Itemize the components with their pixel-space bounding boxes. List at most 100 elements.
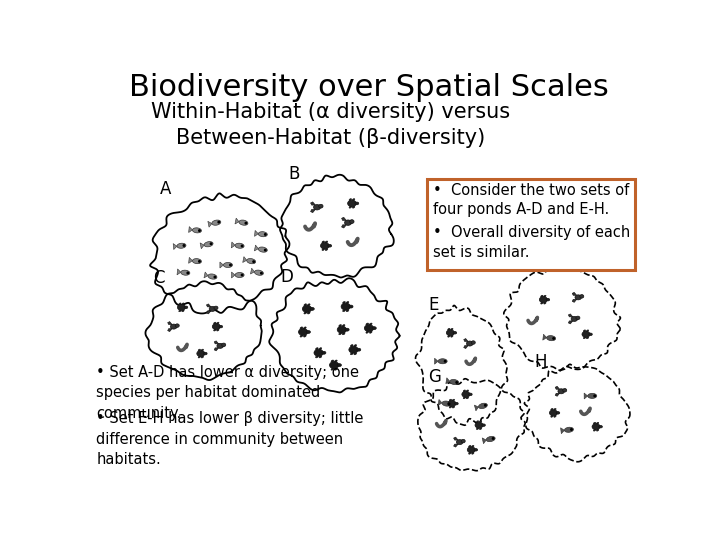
Ellipse shape xyxy=(469,446,471,447)
Ellipse shape xyxy=(453,332,456,334)
Polygon shape xyxy=(584,393,588,399)
Polygon shape xyxy=(204,272,208,278)
Ellipse shape xyxy=(319,348,322,350)
Ellipse shape xyxy=(554,415,556,417)
Polygon shape xyxy=(454,444,458,447)
Ellipse shape xyxy=(564,427,573,433)
Ellipse shape xyxy=(442,401,451,406)
Ellipse shape xyxy=(331,368,333,370)
Polygon shape xyxy=(214,348,219,351)
Ellipse shape xyxy=(539,296,547,302)
Ellipse shape xyxy=(304,327,306,329)
Ellipse shape xyxy=(192,259,202,264)
Circle shape xyxy=(264,249,266,251)
Ellipse shape xyxy=(558,389,564,394)
Ellipse shape xyxy=(589,333,593,335)
Ellipse shape xyxy=(307,304,310,306)
Ellipse shape xyxy=(177,305,186,310)
Ellipse shape xyxy=(217,322,219,324)
Ellipse shape xyxy=(351,345,353,347)
Ellipse shape xyxy=(182,303,184,305)
Polygon shape xyxy=(207,311,211,314)
Ellipse shape xyxy=(563,388,567,392)
Ellipse shape xyxy=(177,243,186,248)
Circle shape xyxy=(253,261,254,262)
Ellipse shape xyxy=(467,397,469,399)
Ellipse shape xyxy=(239,220,248,225)
Polygon shape xyxy=(555,393,559,396)
Text: •  Consider the two sets of
four ponds A-D and E-H.: • Consider the two sets of four ponds A-… xyxy=(433,183,629,218)
Text: •  Overall diversity of each
set is similar.: • Overall diversity of each set is simil… xyxy=(433,225,630,260)
Ellipse shape xyxy=(302,306,312,312)
Ellipse shape xyxy=(304,312,307,314)
Text: C: C xyxy=(153,269,165,287)
Ellipse shape xyxy=(179,310,181,312)
Ellipse shape xyxy=(322,241,325,243)
Ellipse shape xyxy=(351,353,353,355)
Circle shape xyxy=(214,276,216,278)
Polygon shape xyxy=(435,358,438,364)
Ellipse shape xyxy=(217,343,223,348)
Ellipse shape xyxy=(369,323,372,325)
Circle shape xyxy=(230,264,231,266)
Ellipse shape xyxy=(254,270,264,275)
Polygon shape xyxy=(474,405,479,411)
Text: B: B xyxy=(289,165,300,183)
Ellipse shape xyxy=(480,421,482,423)
Ellipse shape xyxy=(307,312,310,314)
Ellipse shape xyxy=(328,245,332,247)
Ellipse shape xyxy=(463,390,466,392)
Ellipse shape xyxy=(343,301,346,303)
Ellipse shape xyxy=(210,306,216,312)
Circle shape xyxy=(241,245,243,247)
Ellipse shape xyxy=(455,402,458,405)
FancyBboxPatch shape xyxy=(427,179,635,269)
Ellipse shape xyxy=(551,415,553,417)
Ellipse shape xyxy=(339,333,341,335)
Ellipse shape xyxy=(322,352,326,354)
Circle shape xyxy=(199,230,200,231)
Ellipse shape xyxy=(349,206,351,208)
Ellipse shape xyxy=(449,399,451,401)
Ellipse shape xyxy=(204,352,207,355)
Polygon shape xyxy=(310,210,315,213)
Polygon shape xyxy=(555,386,559,389)
Ellipse shape xyxy=(467,341,473,346)
Ellipse shape xyxy=(325,241,328,243)
Ellipse shape xyxy=(219,325,222,328)
Polygon shape xyxy=(568,314,573,317)
Circle shape xyxy=(264,234,266,235)
Ellipse shape xyxy=(342,325,345,327)
Ellipse shape xyxy=(201,356,204,358)
Ellipse shape xyxy=(557,411,559,414)
Text: Biodiversity over Spatial Scales: Biodiversity over Spatial Scales xyxy=(129,72,609,102)
Ellipse shape xyxy=(472,453,474,454)
Ellipse shape xyxy=(472,341,475,345)
Ellipse shape xyxy=(304,304,307,306)
Ellipse shape xyxy=(313,205,320,210)
Ellipse shape xyxy=(349,199,351,200)
Circle shape xyxy=(199,261,200,262)
Ellipse shape xyxy=(541,295,543,297)
Ellipse shape xyxy=(330,362,339,369)
Ellipse shape xyxy=(451,335,453,337)
Ellipse shape xyxy=(586,330,589,332)
Ellipse shape xyxy=(575,295,582,300)
Ellipse shape xyxy=(596,429,599,431)
Text: • Set A-D has lower α diversity; one
species per habitat dominated
community.: • Set A-D has lower α diversity; one spe… xyxy=(96,365,359,421)
Polygon shape xyxy=(235,218,239,224)
Ellipse shape xyxy=(314,349,323,356)
Ellipse shape xyxy=(192,228,202,233)
Ellipse shape xyxy=(451,328,453,330)
Ellipse shape xyxy=(576,316,580,320)
Circle shape xyxy=(485,404,486,406)
Polygon shape xyxy=(200,243,204,249)
Polygon shape xyxy=(464,339,468,341)
Ellipse shape xyxy=(214,322,216,324)
Ellipse shape xyxy=(181,270,190,275)
Circle shape xyxy=(492,438,494,439)
Ellipse shape xyxy=(366,323,369,325)
Ellipse shape xyxy=(352,199,355,200)
Polygon shape xyxy=(254,245,258,251)
Ellipse shape xyxy=(331,360,333,362)
